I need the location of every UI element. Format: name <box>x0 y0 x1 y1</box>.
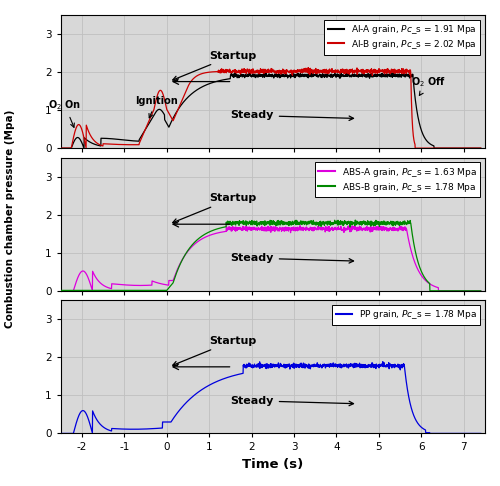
Text: Startup: Startup <box>172 193 256 223</box>
Text: Ignition: Ignition <box>135 96 178 118</box>
Text: O$_2$ Off: O$_2$ Off <box>410 75 446 95</box>
Legend: Al-A grain, $\mathit{Pc}$_s = 1.91 Mpa, Al-B grain, $\mathit{Pc}$_s = 2.02 Mpa: Al-A grain, $\mathit{Pc}$_s = 1.91 Mpa, … <box>324 19 480 54</box>
Text: Startup: Startup <box>172 51 256 80</box>
X-axis label: Time (s): Time (s) <box>242 458 304 471</box>
Text: O$_2$ On: O$_2$ On <box>48 98 82 127</box>
Text: Steady: Steady <box>230 253 354 263</box>
Text: Combustion chamber pressure (Mpa): Combustion chamber pressure (Mpa) <box>5 109 15 328</box>
Text: Steady: Steady <box>230 396 354 406</box>
Legend: ABS-A grain, $\mathit{Pc}$_s = 1.63 Mpa, ABS-B grain, $\mathit{Pc}$_s = 1.78 Mpa: ABS-A grain, $\mathit{Pc}$_s = 1.63 Mpa,… <box>314 162 480 197</box>
Legend: PP grain, $\mathit{Pc}$_s = 1.78 Mpa: PP grain, $\mathit{Pc}$_s = 1.78 Mpa <box>332 305 480 325</box>
Text: Startup: Startup <box>172 336 256 365</box>
Text: Steady: Steady <box>230 110 354 121</box>
